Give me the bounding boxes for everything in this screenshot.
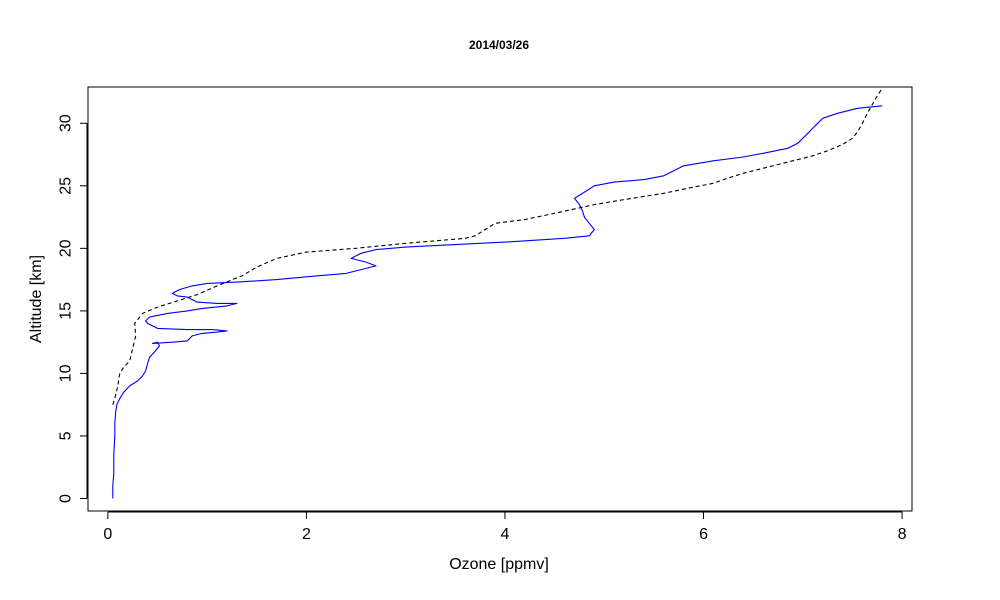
y-tick-label: 10	[58, 364, 75, 382]
x-axis-title: Ozone [ppmv]	[449, 556, 549, 573]
series-layer	[113, 88, 882, 498]
measured-ozone-line	[113, 106, 882, 499]
x-tick-label: 4	[501, 526, 510, 543]
y-axis: 0 5 10 15 20 25 30	[58, 114, 88, 503]
plot-frame	[88, 87, 912, 511]
y-axis-title: Altitude [km]	[28, 255, 45, 343]
y-tick-label: 30	[58, 114, 75, 132]
x-tick-label: 0	[103, 526, 112, 543]
y-tick-label: 15	[58, 302, 75, 320]
reference-profile-line	[113, 88, 882, 404]
y-tick-label: 5	[58, 431, 75, 440]
x-tick-label: 2	[302, 526, 311, 543]
chart-title: 2014/03/26	[469, 38, 529, 52]
y-tick-label: 20	[58, 239, 75, 257]
y-tick-label: 0	[58, 494, 75, 503]
x-axis: 0 2 4 6 8	[103, 512, 906, 543]
x-tick-label: 6	[699, 526, 708, 543]
x-tick-label: 8	[898, 526, 907, 543]
y-tick-label: 25	[58, 177, 75, 195]
